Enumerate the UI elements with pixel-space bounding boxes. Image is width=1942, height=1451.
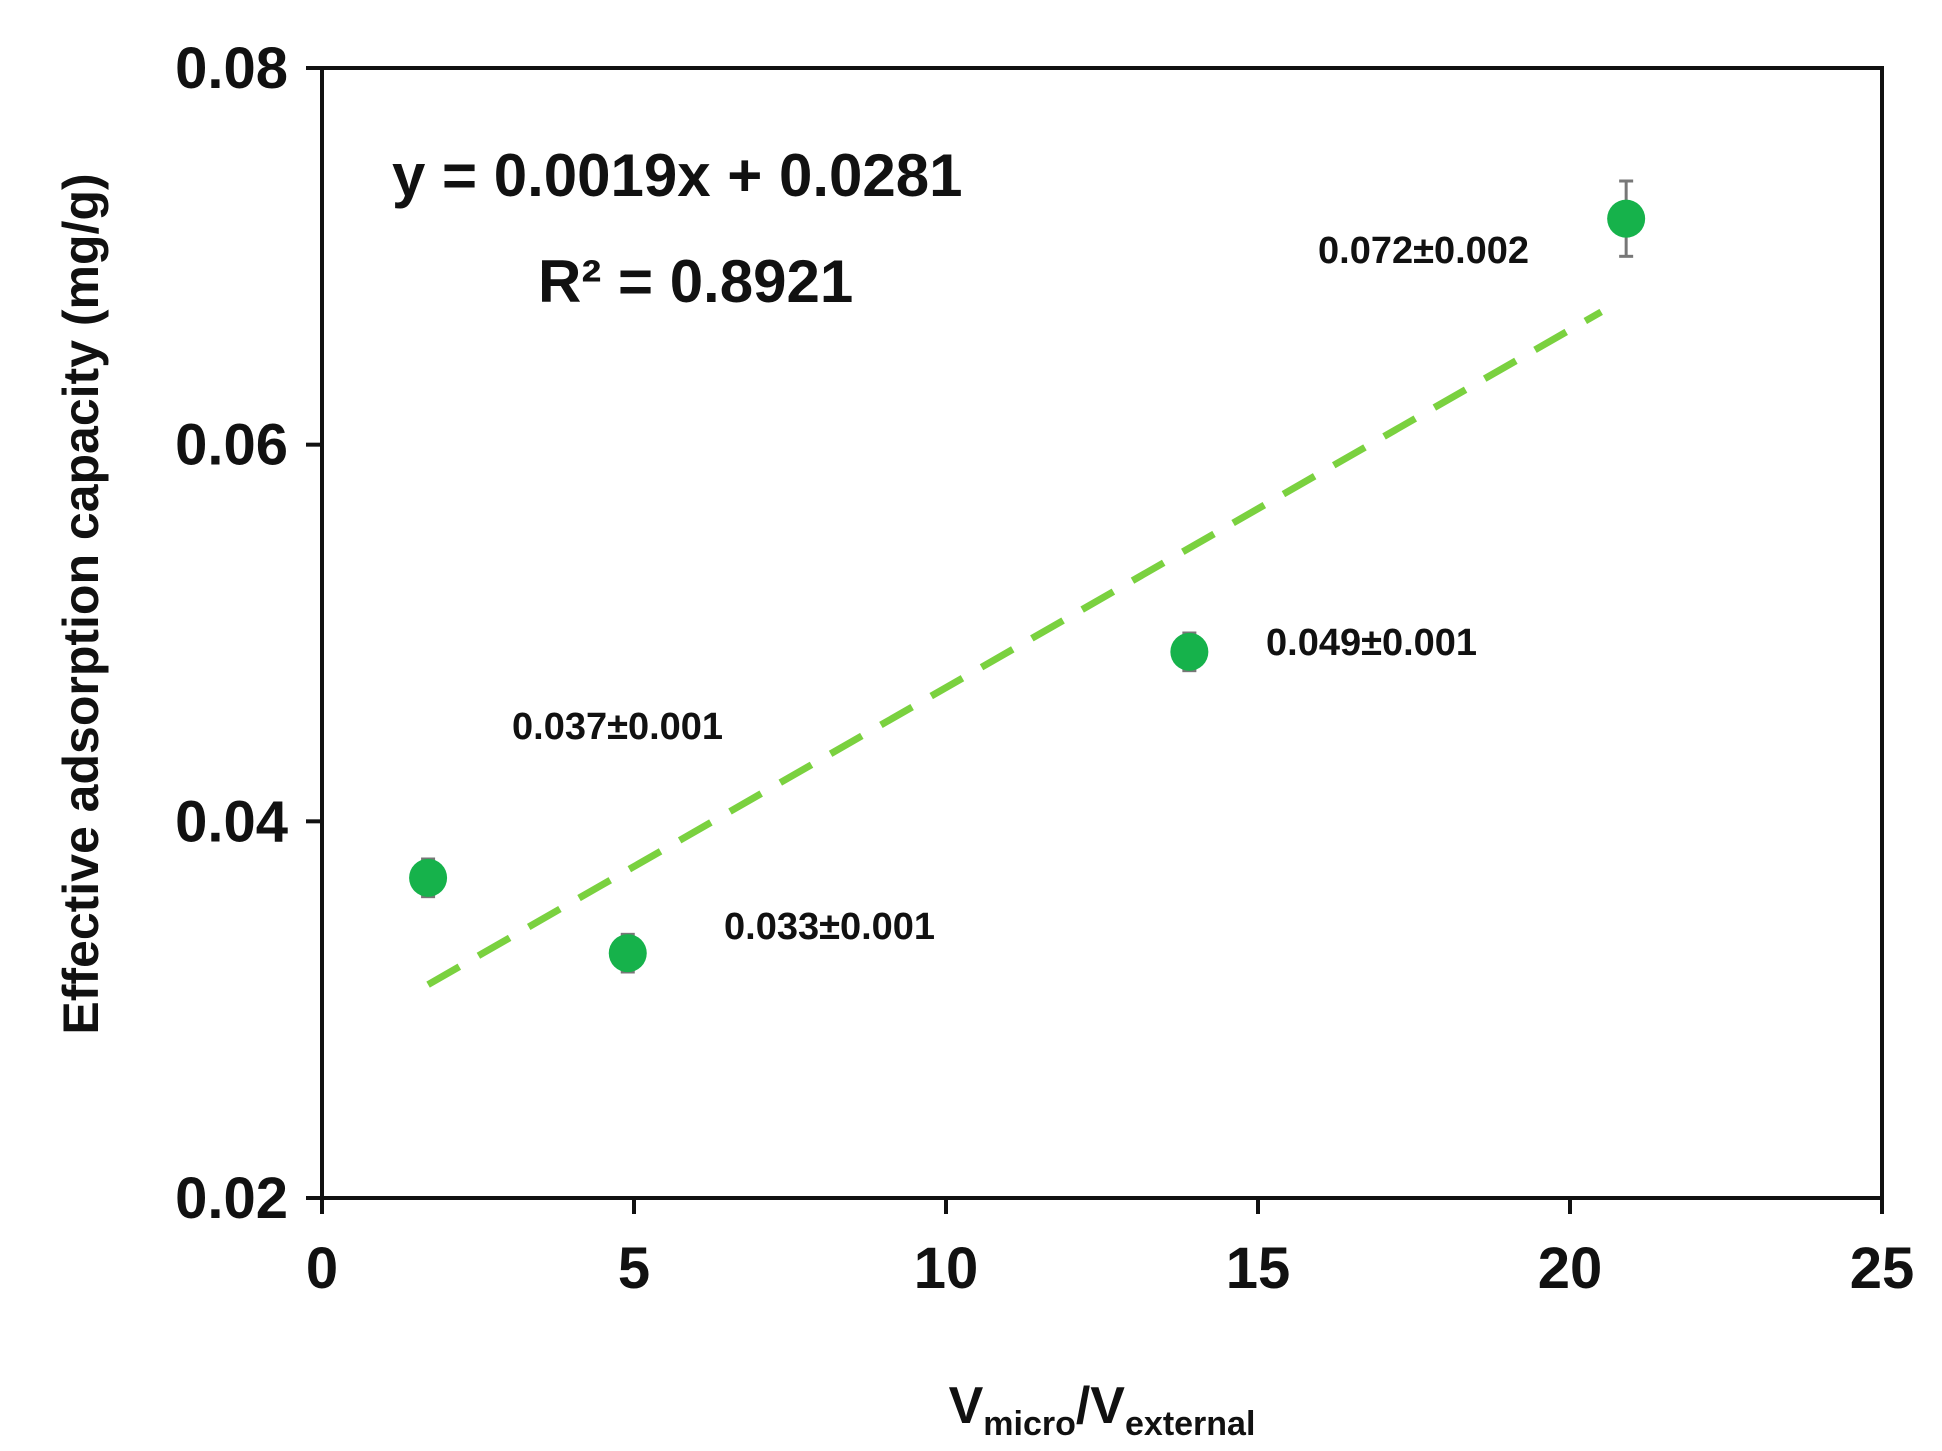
x-axis-title: Vmicro/Vexternal bbox=[949, 1377, 1256, 1443]
x-tick-label: 15 bbox=[1226, 1236, 1291, 1301]
x-tick-label: 5 bbox=[618, 1236, 650, 1301]
r-squared-label: R² = 0.8921 bbox=[538, 248, 853, 315]
x-axis-title-sub2: external bbox=[1125, 1405, 1255, 1443]
y-tick-label: 0.08 bbox=[175, 36, 288, 101]
y-tick-label: 0.02 bbox=[175, 1166, 288, 1231]
trendline-equation: y = 0.0019x + 0.0281 bbox=[392, 142, 963, 209]
data-label-point-3: 0.049±0.001 bbox=[1266, 622, 1477, 664]
data-label-point-1: 0.037±0.001 bbox=[512, 706, 723, 748]
plot-area bbox=[320, 66, 1884, 1200]
y-tick-label: 0.04 bbox=[175, 789, 288, 854]
y-axis-title: Effective adsorption capacity (mg/g) bbox=[53, 173, 109, 1034]
x-tick-label: 0 bbox=[306, 1236, 338, 1301]
x-tick-label: 10 bbox=[914, 1236, 979, 1301]
data-points bbox=[409, 179, 1646, 974]
x-tick-label: 20 bbox=[1538, 1236, 1603, 1301]
trendline bbox=[426, 308, 1603, 988]
data-labels: 0.037±0.001 0.033±0.001 0.049±0.001 0.07… bbox=[512, 230, 1529, 948]
data-label-point-4: 0.072±0.002 bbox=[1318, 230, 1529, 272]
y-tick-label: 0.06 bbox=[175, 413, 288, 478]
x-axis: 0 5 10 15 20 25 bbox=[306, 1198, 1914, 1301]
data-point bbox=[409, 858, 448, 897]
x-axis-title-sep: /V bbox=[1076, 1377, 1125, 1435]
x-tick-label: 25 bbox=[1850, 1236, 1915, 1301]
y-axis: 0.02 0.04 0.06 0.08 bbox=[175, 36, 322, 1231]
x-axis-title-sub1: micro bbox=[983, 1405, 1076, 1443]
data-point bbox=[608, 934, 647, 973]
data-label-point-2: 0.033±0.001 bbox=[724, 906, 935, 948]
data-point bbox=[1170, 632, 1209, 671]
data-point bbox=[1607, 199, 1646, 238]
x-axis-title-main: V bbox=[949, 1377, 984, 1435]
